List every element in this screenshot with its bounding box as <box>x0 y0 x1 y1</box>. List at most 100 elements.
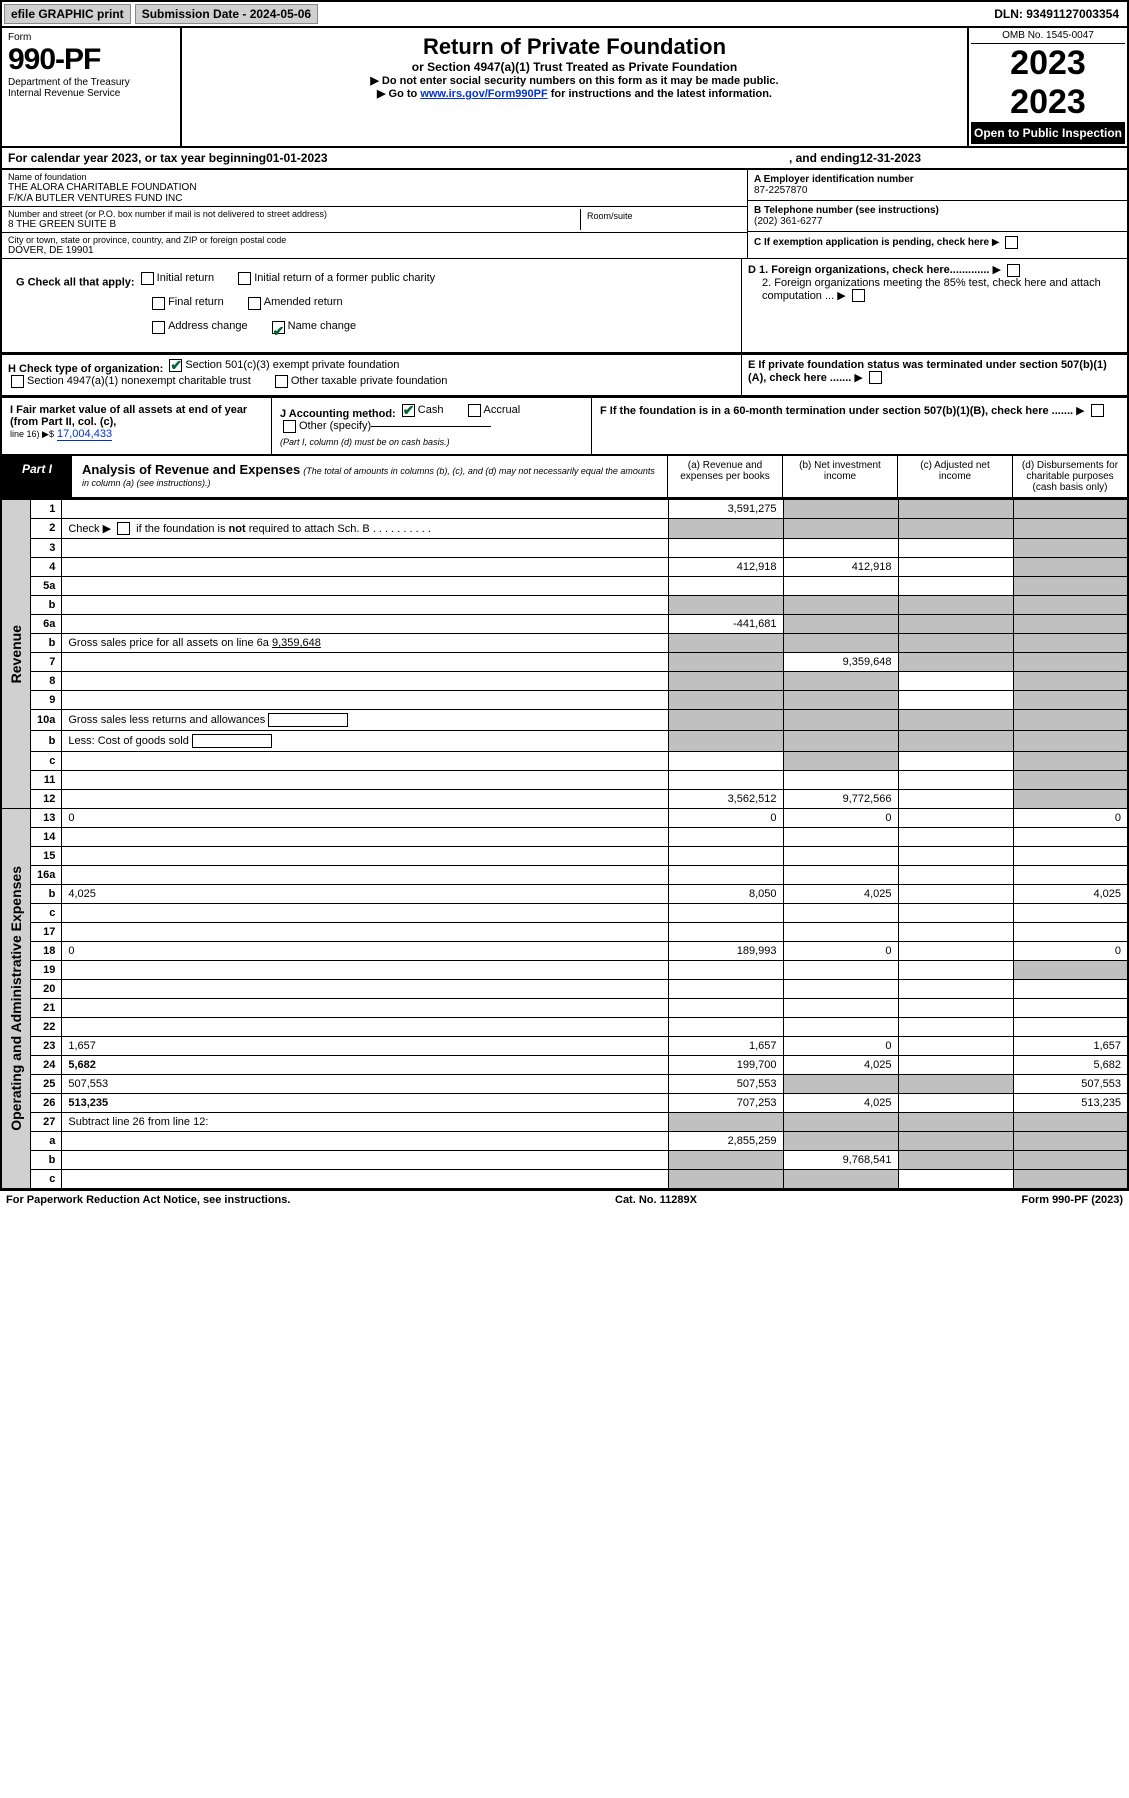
lbl-addr-change: Address change <box>168 317 248 337</box>
col-c-header: (c) Adjusted net income <box>897 456 1012 497</box>
col-d-cell <box>1013 923 1128 942</box>
g-check-block: G Check all that apply: Initial return I… <box>8 263 735 348</box>
col-d-cell <box>1013 672 1128 691</box>
chk-cash[interactable] <box>402 404 415 417</box>
chk-initial-return[interactable] <box>141 272 154 285</box>
col-c-cell <box>898 710 1013 731</box>
c-label: C If exemption application is pending, c… <box>754 237 989 248</box>
line-description <box>62 999 668 1018</box>
e-checkbox[interactable] <box>869 371 882 384</box>
col-c-cell <box>898 1018 1013 1037</box>
city-row: City or town, state or province, country… <box>2 233 747 258</box>
efile-print-button[interactable]: efile GRAPHIC print <box>4 4 131 24</box>
h-label: H Check type of organization: <box>8 363 163 375</box>
lbl-accrual: Accrual <box>484 404 521 416</box>
col-a-cell: 707,253 <box>668 1094 783 1113</box>
col-b-cell <box>783 596 898 615</box>
city-label: City or town, state or province, country… <box>8 235 741 245</box>
line-description <box>62 672 668 691</box>
col-d-cell <box>1013 499 1128 518</box>
chk-name-change[interactable] <box>272 321 285 334</box>
col-d-cell <box>1013 577 1128 596</box>
line-description <box>62 904 668 923</box>
line-number: 23 <box>31 1037 62 1056</box>
chk-other-taxable[interactable] <box>275 375 288 388</box>
chk-sch-b[interactable] <box>117 522 130 535</box>
line-description: Subtract line 26 from line 12: <box>62 1113 668 1132</box>
col-b-cell <box>783 710 898 731</box>
col-a-cell <box>668 866 783 885</box>
table-row: 8 <box>1 672 1128 691</box>
col-b-cell <box>783 1170 898 1190</box>
table-row: bGross sales price for all assets on lin… <box>1 634 1128 653</box>
line-number: 17 <box>31 923 62 942</box>
table-row: c <box>1 752 1128 771</box>
col-b-cell: 4,025 <box>783 885 898 904</box>
col-c-cell <box>898 999 1013 1018</box>
col-c-cell <box>898 980 1013 999</box>
chk-final-return[interactable] <box>152 297 165 310</box>
table-row: 14 <box>1 828 1128 847</box>
lbl-4947: Section 4947(a)(1) nonexempt charitable … <box>27 375 251 387</box>
line-description: 0 <box>62 809 668 828</box>
line-description: 0 <box>62 942 668 961</box>
col-c-cell <box>898 499 1013 518</box>
table-row: bLess: Cost of goods sold <box>1 731 1128 752</box>
line-number: 24 <box>31 1056 62 1075</box>
col-d-cell <box>1013 634 1128 653</box>
col-d-cell <box>1013 1170 1128 1190</box>
d2-checkbox[interactable] <box>852 289 865 302</box>
part-1-label: Part I <box>2 456 72 497</box>
col-d-cell <box>1013 1018 1128 1037</box>
i-fmv-value[interactable]: 17,004,433 <box>57 428 112 441</box>
col-b-cell <box>783 518 898 539</box>
col-a-cell <box>668 672 783 691</box>
col-c-cell <box>898 1151 1013 1170</box>
col-b-cell <box>783 1075 898 1094</box>
footer-cat-no: Cat. No. 11289X <box>615 1194 697 1206</box>
col-a-cell: 8,050 <box>668 885 783 904</box>
col-d-cell: 0 <box>1013 942 1128 961</box>
col-d-cell: 5,682 <box>1013 1056 1128 1075</box>
col-d-cell <box>1013 904 1128 923</box>
table-row: 9 <box>1 691 1128 710</box>
section-h-e: H Check type of organization: Section 50… <box>0 354 1129 397</box>
col-c-cell <box>898 1094 1013 1113</box>
c-checkbox[interactable] <box>1005 236 1018 249</box>
line-number: b <box>31 885 62 904</box>
col-b-cell: 0 <box>783 942 898 961</box>
line-number: 14 <box>31 828 62 847</box>
d1-checkbox[interactable] <box>1007 264 1020 277</box>
line-number: 22 <box>31 1018 62 1037</box>
chk-4947[interactable] <box>11 375 24 388</box>
line-description: Less: Cost of goods sold <box>62 731 668 752</box>
irs-link[interactable]: www.irs.gov/Form990PF <box>420 88 547 100</box>
section-g-d: G Check all that apply: Initial return I… <box>0 258 1129 354</box>
col-b-cell <box>783 731 898 752</box>
irs-label: Internal Revenue Service <box>8 88 174 99</box>
chk-other-method[interactable] <box>283 420 296 433</box>
chk-addr-change[interactable] <box>152 321 165 334</box>
name-label: Name of foundation <box>8 172 741 182</box>
col-c-cell <box>898 1132 1013 1151</box>
line-number: 4 <box>31 558 62 577</box>
col-d-cell <box>1013 752 1128 771</box>
chk-amended[interactable] <box>248 297 261 310</box>
f-checkbox[interactable] <box>1091 404 1104 417</box>
col-d-cell: 507,553 <box>1013 1075 1128 1094</box>
chk-501c3[interactable] <box>169 359 182 372</box>
line-description <box>62 615 668 634</box>
chk-initial-former[interactable] <box>238 272 251 285</box>
line-number: 7 <box>31 653 62 672</box>
col-b-cell <box>783 847 898 866</box>
chk-accrual[interactable] <box>468 404 481 417</box>
col-a-cell <box>668 634 783 653</box>
line-description: 5,682 <box>62 1056 668 1075</box>
col-a-cell: 3,591,275 <box>668 499 783 518</box>
cal-end: 12-31-2023 <box>860 151 921 165</box>
col-b-cell: 0 <box>783 1037 898 1056</box>
col-c-cell <box>898 942 1013 961</box>
col-d-cell <box>1013 558 1128 577</box>
col-b-cell: 4,025 <box>783 1056 898 1075</box>
line-number: c <box>31 1170 62 1190</box>
